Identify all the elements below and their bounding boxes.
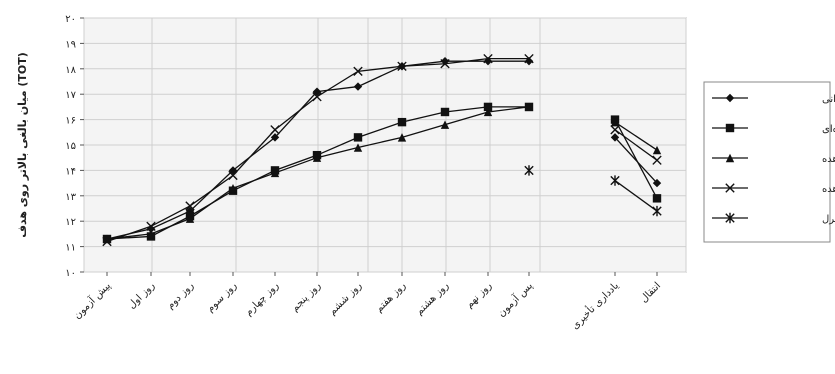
series-3-test-point-1 bbox=[652, 155, 662, 165]
x-tick-label-3: روز سوم bbox=[205, 280, 239, 314]
series-4-test-point-1 bbox=[652, 205, 662, 217]
series-0-point-3 bbox=[228, 166, 238, 175]
series-2-point-9 bbox=[483, 107, 493, 117]
series-0-point-1 bbox=[146, 224, 156, 234]
series-3-test-line bbox=[614, 129, 658, 161]
series-2-point-7 bbox=[397, 133, 407, 142]
legend-marker-1 bbox=[725, 123, 735, 133]
series-3-point-4 bbox=[270, 125, 280, 135]
x-axis-ticks: پیش آزمون روز اول روز دوم روز سوم روز چهارم ر… bbox=[71, 272, 663, 332]
x-tick-label-4: روز چهارم bbox=[243, 280, 281, 318]
x-tick-label-6: روز ششم bbox=[327, 280, 364, 317]
series-3-point-10 bbox=[524, 53, 534, 64]
y-tick-label-6: ۱۶ bbox=[65, 116, 76, 127]
y-tick-label-8: ۱۸ bbox=[65, 65, 76, 76]
legend-marker-3 bbox=[725, 183, 735, 193]
legend-marker-2 bbox=[725, 153, 735, 163]
series-3-point-5 bbox=[312, 92, 322, 102]
series-2-point-3 bbox=[228, 183, 238, 193]
legend-label-3: الگوی مشاهده bbox=[822, 183, 835, 195]
legend-label-4: کنترل bbox=[822, 214, 835, 225]
y-axis-label: میان بالغی بالاتر روی هدف (TOT) bbox=[16, 52, 29, 238]
series-4-test-point-0 bbox=[610, 175, 620, 186]
x-tick-label-0: پیش آزمون bbox=[71, 279, 114, 322]
x-tick-label-12: انتقال bbox=[638, 280, 663, 305]
series-4-point-10 bbox=[524, 165, 534, 176]
y-tick-label-5: ۱۵ bbox=[65, 141, 76, 152]
legend-box bbox=[703, 81, 831, 243]
series-1-test-point-1 bbox=[652, 194, 662, 203]
series-2-point-6 bbox=[353, 143, 363, 152]
series-0-point-9 bbox=[483, 56, 493, 66]
x-tick-label-11: یادداری تأخیری bbox=[568, 278, 622, 332]
y-axis-ticks: ۱۰ ۱۱ ۱۲ ۱۳ ۱۴ ۱۵ ۱۶ ۱۷ ۱۸ ۱۹ ۲۰ bbox=[65, 14, 84, 279]
x-tick-label-7: روز هفتم bbox=[374, 280, 409, 315]
x-tick-label-10: پس آزمون bbox=[495, 279, 536, 320]
series-3-point-1 bbox=[146, 221, 156, 231]
series-1-test-line bbox=[614, 119, 658, 199]
series-1-point-7 bbox=[397, 117, 407, 127]
y-tick-label-4: ۱۴ bbox=[65, 166, 76, 177]
legend-label-2: مشاهده bbox=[822, 154, 835, 165]
series-4-test-line bbox=[614, 180, 658, 212]
series-3-point-2 bbox=[185, 201, 195, 211]
x-tick-label-2: روز دوم bbox=[165, 280, 196, 311]
series-2-point-5 bbox=[312, 153, 322, 162]
series-0-test-point-1 bbox=[652, 178, 662, 188]
series-2-point-2 bbox=[185, 214, 195, 223]
y-tick-label-0: ۱۰ bbox=[65, 268, 76, 279]
series-3-point-8 bbox=[440, 59, 450, 69]
series-3 bbox=[102, 53, 662, 247]
legend: دانی زنجیره‌ای مشاهده الگوی مشاهده کنترل bbox=[703, 81, 835, 243]
series-3-point-0 bbox=[102, 236, 112, 247]
grid-lines bbox=[83, 17, 687, 273]
y-tick-label-1: ۱۱ bbox=[65, 243, 76, 254]
series-1-point-8 bbox=[440, 107, 450, 117]
legend-label-0: دانی bbox=[822, 94, 835, 105]
series-2-point-8 bbox=[440, 120, 450, 129]
legend-label-1: زنجیره‌ای bbox=[822, 124, 835, 135]
series-1-point-9 bbox=[483, 102, 493, 112]
series-3-test-point-0 bbox=[610, 125, 620, 135]
y-tick-label-2: ۱۲ bbox=[65, 217, 76, 228]
x-tick-label-9: روز نهم bbox=[464, 280, 494, 310]
legend-marker-4 bbox=[725, 212, 735, 224]
y-tick-label-10: ۲۰ bbox=[65, 14, 76, 25]
series-3-point-7 bbox=[397, 61, 407, 71]
series-group bbox=[102, 53, 662, 247]
series-3-point-3 bbox=[228, 170, 238, 181]
x-tick-label-5: روز پنجم bbox=[289, 280, 323, 314]
series-0-test-point-0 bbox=[610, 133, 620, 142]
series-2-test-point-0 bbox=[610, 117, 620, 127]
series-2-point-4 bbox=[270, 168, 280, 178]
y-tick-label-9: ۱۹ bbox=[65, 39, 76, 50]
x-tick-label-8: روز هشتم bbox=[414, 280, 451, 317]
series-2-test-point-1 bbox=[652, 145, 662, 155]
x-tick-label-1: روز اول bbox=[126, 280, 157, 311]
series-3-point-6 bbox=[353, 66, 363, 77]
legend-marker-0 bbox=[725, 93, 735, 103]
series-1-point-6 bbox=[353, 133, 363, 142]
series-2-point-10 bbox=[524, 102, 534, 112]
series-2 bbox=[102, 102, 662, 244]
series-0-point-6 bbox=[353, 82, 363, 91]
series-2-point-1 bbox=[146, 229, 156, 239]
series-3-point-9 bbox=[483, 53, 493, 64]
series-4 bbox=[524, 165, 662, 217]
series-2-test-line bbox=[614, 121, 658, 151]
series-0-point-4 bbox=[270, 133, 280, 142]
y-tick-label-7: ۱۷ bbox=[65, 90, 76, 101]
y-tick-label-3: ۱۳ bbox=[65, 192, 76, 203]
